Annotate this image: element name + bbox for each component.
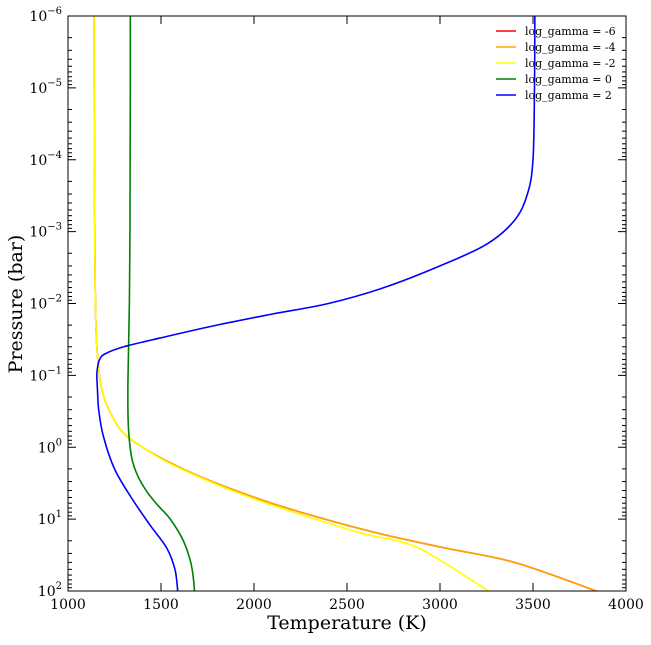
y-tick-label-8: 102 [38, 581, 62, 600]
series-line-4 [96, 15, 536, 592]
legend-label-4: log_gamma = 2 [525, 89, 612, 102]
y-tick-label-6: 100 [38, 437, 62, 456]
y-tick-label-5: 10−1 [29, 365, 62, 384]
x-tick-label-4: 3000 [422, 597, 458, 613]
y-tick-label-7: 101 [38, 509, 62, 528]
x-tick-label-0: 1000 [50, 597, 86, 613]
legend: log_gamma = -6 log_gamma = -4 log_gamma = … [496, 25, 616, 102]
y-axis-title: Pressure (bar) [5, 235, 27, 374]
y-tick-label-1: 10−5 [29, 78, 62, 97]
series-line-3 [127, 15, 196, 592]
x-tick-label-3: 2500 [329, 597, 365, 613]
y-tick-label-2: 10−4 [29, 150, 62, 169]
legend-label-3: log_gamma = 0 [525, 73, 612, 86]
y-tick-label-3: 10−3 [29, 222, 62, 241]
legend-label-0: log_gamma = -6 [525, 25, 616, 38]
legend-label-2: log_gamma = -2 [525, 57, 616, 70]
x-tick-label-2: 2000 [236, 597, 272, 613]
x-axis-title: Temperature (K) [267, 612, 427, 634]
y-tick-label-0: 10−6 [29, 6, 62, 25]
x-tick-label-5: 3500 [515, 597, 551, 613]
y-tick-label-4: 10−2 [29, 294, 62, 313]
series-line-2 [93, 15, 489, 592]
x-tick-label-6: 4000 [608, 597, 644, 613]
legend-label-1: log_gamma = -4 [525, 41, 616, 54]
x-tick-label-1: 1500 [143, 597, 179, 613]
